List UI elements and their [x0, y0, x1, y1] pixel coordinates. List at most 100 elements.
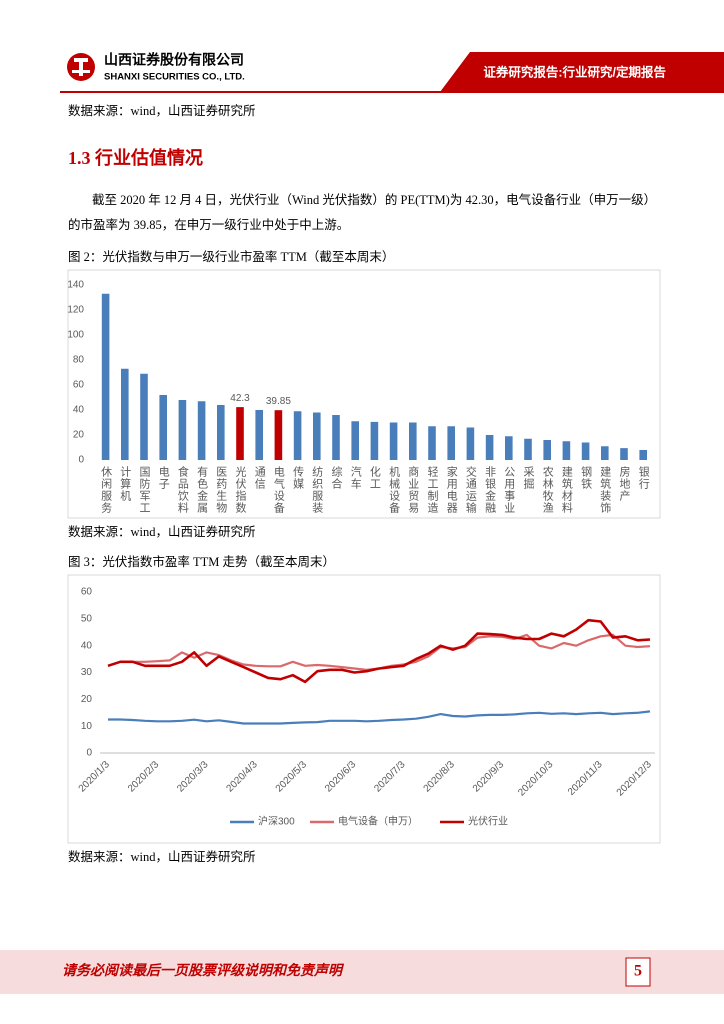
x-tick-label: 传媒: [292, 466, 305, 490]
bar: [121, 368, 129, 460]
y-tick-label: 140: [67, 280, 84, 291]
bar: [428, 426, 436, 460]
bar: [313, 412, 321, 460]
x-tick-label: 2020/10/3: [516, 759, 556, 799]
x-tick-label: 2020/2/3: [126, 759, 162, 795]
y-tick-label: 80: [73, 355, 85, 366]
x-tick-label: 交通运输: [464, 465, 477, 514]
x-tick-label: 2020/4/3: [224, 759, 260, 795]
x-tick-label: 医药生物: [215, 466, 228, 514]
bar: [485, 435, 494, 460]
bar: [601, 446, 609, 460]
footer-band: [0, 950, 724, 994]
bar: [639, 450, 647, 460]
company-cn: 山西证券股份有限公司: [104, 52, 244, 68]
x-tick-label: 公用事业: [503, 466, 516, 514]
y-tick-label: 60: [81, 587, 93, 598]
bar: [101, 293, 110, 460]
bar: [620, 448, 628, 460]
y-tick-label: 0: [86, 748, 92, 759]
y-tick-label: 120: [67, 305, 84, 316]
figure-caption: 图 3：光伏指数市盈率 TTM 走势（截至本周末）: [68, 554, 335, 569]
y-tick-label: 50: [81, 613, 93, 624]
bar: [255, 410, 263, 460]
bar: [197, 401, 206, 460]
chart-frame: [67, 574, 661, 844]
y-tick-label: 30: [81, 667, 93, 678]
x-tick-label: 计算机: [119, 466, 132, 502]
y-tick-label: 100: [67, 330, 84, 341]
x-tick-label: 银行: [637, 465, 650, 490]
y-tick-label: 20: [81, 694, 93, 705]
bar: [351, 421, 359, 460]
bar: [217, 405, 225, 460]
data-label: 42.3: [230, 393, 250, 404]
x-tick-label: 电气设备: [272, 466, 285, 514]
source-note: 数据来源：wind，山西证券研究所: [68, 103, 256, 118]
logo-mark: [79, 62, 83, 76]
x-tick-label: 钢铁: [580, 466, 593, 490]
disclaimer: 请务必阅读最后一页股票评级说明和免责声明: [62, 962, 345, 979]
x-tick-label: 2020/7/3: [372, 759, 408, 795]
bar: [140, 373, 148, 460]
chart-frame: [67, 269, 661, 519]
bar: [370, 421, 379, 460]
header-banner: [440, 52, 724, 92]
series-line: [107, 618, 651, 684]
figure-caption: 图 2：光伏指数与申万一级行业市盈率 TTM（截至本周末）: [68, 249, 394, 264]
bar: [466, 427, 475, 460]
x-tick-label: 综合: [330, 465, 343, 490]
bar: [505, 436, 513, 460]
series-line: [107, 633, 651, 671]
paragraph-line: 截至 2020 年 12 月 4 日，光伏行业（Wind 光伏指数）的 PE(T…: [92, 192, 656, 207]
x-tick-label: 2020/8/3: [422, 759, 458, 795]
bar: [178, 400, 187, 460]
x-tick-label: 有色金属: [196, 465, 209, 514]
x-tick-label: 采掘: [522, 466, 535, 490]
x-tick-label: 建筑材料: [560, 465, 573, 514]
page-number: 5: [634, 963, 642, 980]
bar: [236, 407, 244, 460]
x-tick-label: 2020/6/3: [323, 759, 359, 795]
legend-label: 光伏行业: [468, 815, 508, 828]
x-tick-label: 建筑装饰: [599, 465, 612, 514]
y-tick-label: 10: [81, 721, 93, 732]
x-tick-label: 化工: [368, 465, 381, 490]
x-tick-label: 2020/11/3: [566, 759, 605, 798]
x-tick-label: 2020/3/3: [175, 759, 211, 795]
x-tick-label: 2020/1/3: [77, 759, 113, 795]
logo-mark: [72, 70, 90, 73]
x-tick-label: 电子: [157, 466, 170, 490]
paragraph-line: 的市盈率为 39.85，在申万一级行业中处于中上游。: [68, 217, 349, 232]
source-note: 数据来源：wind，山西证券研究所: [68, 849, 256, 864]
logo-mark: [74, 58, 88, 62]
bar: [581, 442, 590, 460]
x-tick-label: 2020/12/3: [615, 759, 655, 799]
x-tick-label: 2020/5/3: [274, 759, 310, 795]
bar: [274, 410, 283, 460]
bar: [409, 422, 417, 460]
x-tick-label: 休闲服务: [100, 466, 113, 514]
x-tick-label: 商业贸易: [407, 465, 420, 514]
bar: [543, 440, 551, 460]
bar: [562, 441, 571, 460]
company-en: SHANXI SECURITIES CO., LTD.: [104, 72, 245, 83]
y-tick-label: 20: [73, 430, 85, 441]
section-heading: 1.3 行业估值情况: [68, 147, 203, 168]
y-tick-label: 0: [78, 455, 84, 466]
x-tick-label: 通信: [253, 466, 266, 490]
bar: [332, 415, 340, 460]
data-label: 39.85: [266, 396, 291, 407]
x-tick-label: 2020/9/3: [471, 759, 507, 795]
y-tick-label: 40: [73, 405, 85, 416]
series-line: [108, 710, 651, 725]
x-tick-label: 食品饮料: [176, 465, 189, 514]
y-tick-label: 60: [73, 380, 85, 391]
x-tick-label: 家用电器: [445, 465, 458, 514]
x-tick-label: 轻工制造: [426, 465, 439, 514]
bar: [447, 426, 455, 460]
source-note: 数据来源：wind，山西证券研究所: [68, 524, 256, 539]
bar: [389, 422, 398, 460]
